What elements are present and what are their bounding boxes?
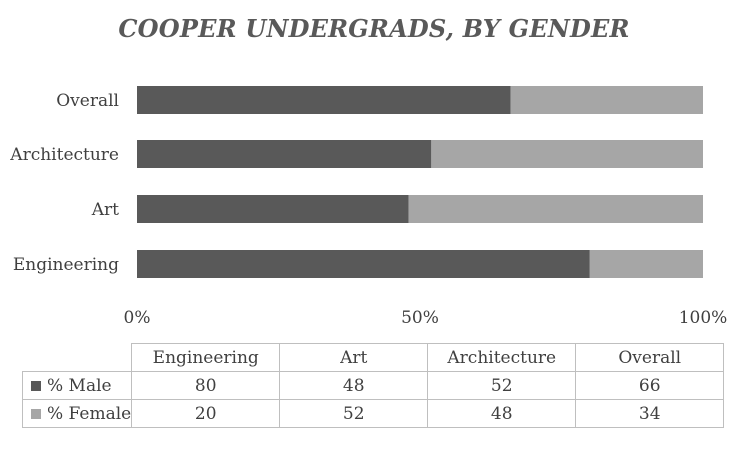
data-table: Engineering Art Architecture Overall % Male… bbox=[21, 343, 725, 428]
table-cell: 34 bbox=[575, 399, 725, 428]
table-cell: 48 bbox=[279, 371, 429, 400]
legend-entry: % Male bbox=[21, 371, 133, 400]
category-label-architecture: Architecture bbox=[9, 145, 119, 165]
legend-swatch bbox=[31, 408, 41, 419]
table-corner-cell bbox=[22, 343, 133, 372]
x-tick-labels: 0% 50% 100% bbox=[124, 308, 728, 328]
x-tick-label: 100% bbox=[679, 308, 728, 328]
bar-engineering-female bbox=[589, 250, 703, 278]
table-header-architecture: Architecture bbox=[427, 343, 577, 372]
table-header-art: Art bbox=[279, 343, 429, 372]
category-label-overall: Overall bbox=[56, 91, 119, 111]
table-header-overall: Overall bbox=[575, 343, 725, 372]
table-row-male: % Male 80 48 52 66 bbox=[21, 371, 725, 400]
table-header-row: Engineering Art Architecture Overall bbox=[22, 343, 725, 372]
bar-engineering-male bbox=[137, 250, 590, 278]
table-cell: 52 bbox=[279, 399, 429, 428]
table-cell: 48 bbox=[427, 399, 577, 428]
table-cell: 66 bbox=[575, 371, 725, 400]
category-label-art: Art bbox=[91, 200, 119, 220]
table-body: % Male 80 48 52 66% Female 20 52 48 34 bbox=[21, 371, 725, 428]
bar-overall-female bbox=[510, 86, 703, 114]
table-cell: 52 bbox=[427, 371, 577, 400]
table-cell: 80 bbox=[131, 371, 281, 400]
legend-label: % Female bbox=[47, 403, 132, 424]
chart-title: COOPER UNDERGRADS, BY GENDER bbox=[118, 14, 630, 43]
x-tick-label: 0% bbox=[124, 308, 151, 328]
category-label-engineering: Engineering bbox=[13, 255, 119, 275]
bar-architecture-female bbox=[431, 140, 703, 168]
table-header-engineering: Engineering bbox=[131, 343, 281, 372]
legend-swatch bbox=[31, 380, 41, 391]
legend-entry: % Female bbox=[21, 399, 133, 428]
table-cell: 20 bbox=[131, 399, 281, 428]
bars-group bbox=[137, 86, 703, 278]
chart-plot: Engineering Art Architecture Overall 0% 50% 1… bbox=[9, 86, 728, 328]
x-tick-label: 50% bbox=[401, 308, 439, 328]
bar-art-female bbox=[408, 195, 703, 223]
table-row-female: % Female 20 52 48 34 bbox=[21, 399, 725, 428]
bar-overall-male bbox=[137, 86, 511, 114]
bar-art-male bbox=[137, 195, 409, 223]
category-labels: Engineering Art Architecture Overall bbox=[9, 91, 119, 275]
bar-architecture-male bbox=[137, 140, 432, 168]
legend-label: % Male bbox=[47, 375, 112, 396]
